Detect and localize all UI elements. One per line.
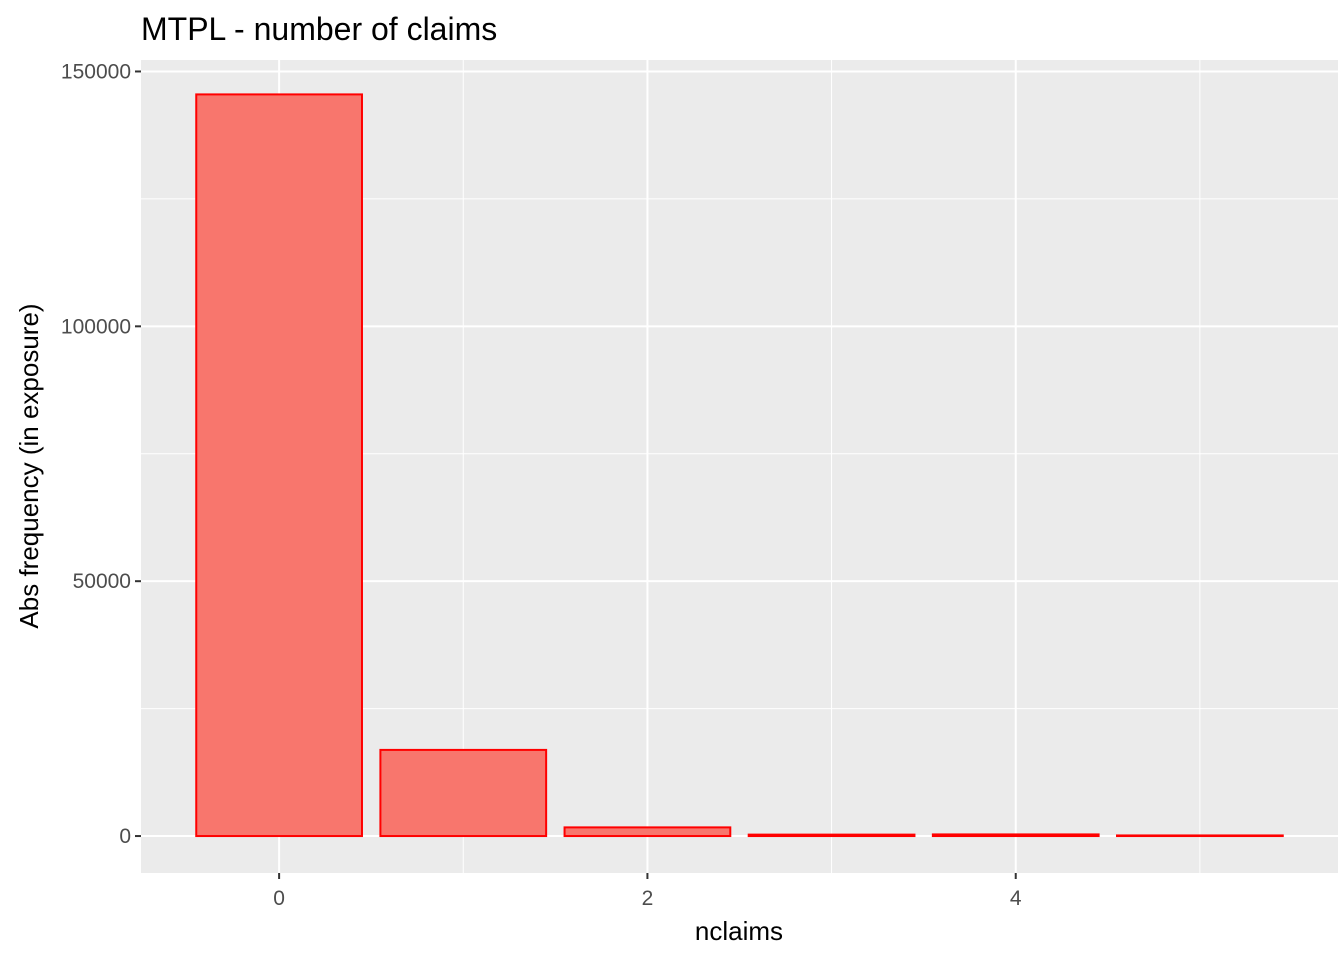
y-tick-label: 150000 xyxy=(61,60,131,83)
x-tick-label: 0 xyxy=(273,887,285,910)
bar-nclaims-1 xyxy=(379,748,548,838)
chart-title: MTPL - number of claims xyxy=(141,11,497,47)
x-axis-ticks: 0 2 4 xyxy=(273,873,1022,910)
y-tick-label: 50000 xyxy=(73,570,131,593)
bar-nclaims-0 xyxy=(195,93,363,838)
bar-nclaims-2 xyxy=(563,826,732,838)
x-axis-title: nclaims xyxy=(695,916,783,946)
y-tick-label: 0 xyxy=(119,825,131,848)
y-axis-ticks: 0 50000 100000 150000 xyxy=(61,60,141,848)
y-tick-label: 100000 xyxy=(61,315,131,338)
y-axis-title: Abs frequency (in exposure) xyxy=(14,303,44,628)
x-tick-label: 4 xyxy=(1010,887,1022,910)
x-tick-label: 2 xyxy=(642,887,654,910)
bar-nclaims-3 xyxy=(747,833,916,838)
bar-nclaims-5 xyxy=(1116,834,1284,838)
bar-nclaims-4 xyxy=(931,833,1100,838)
bars xyxy=(195,93,1284,838)
